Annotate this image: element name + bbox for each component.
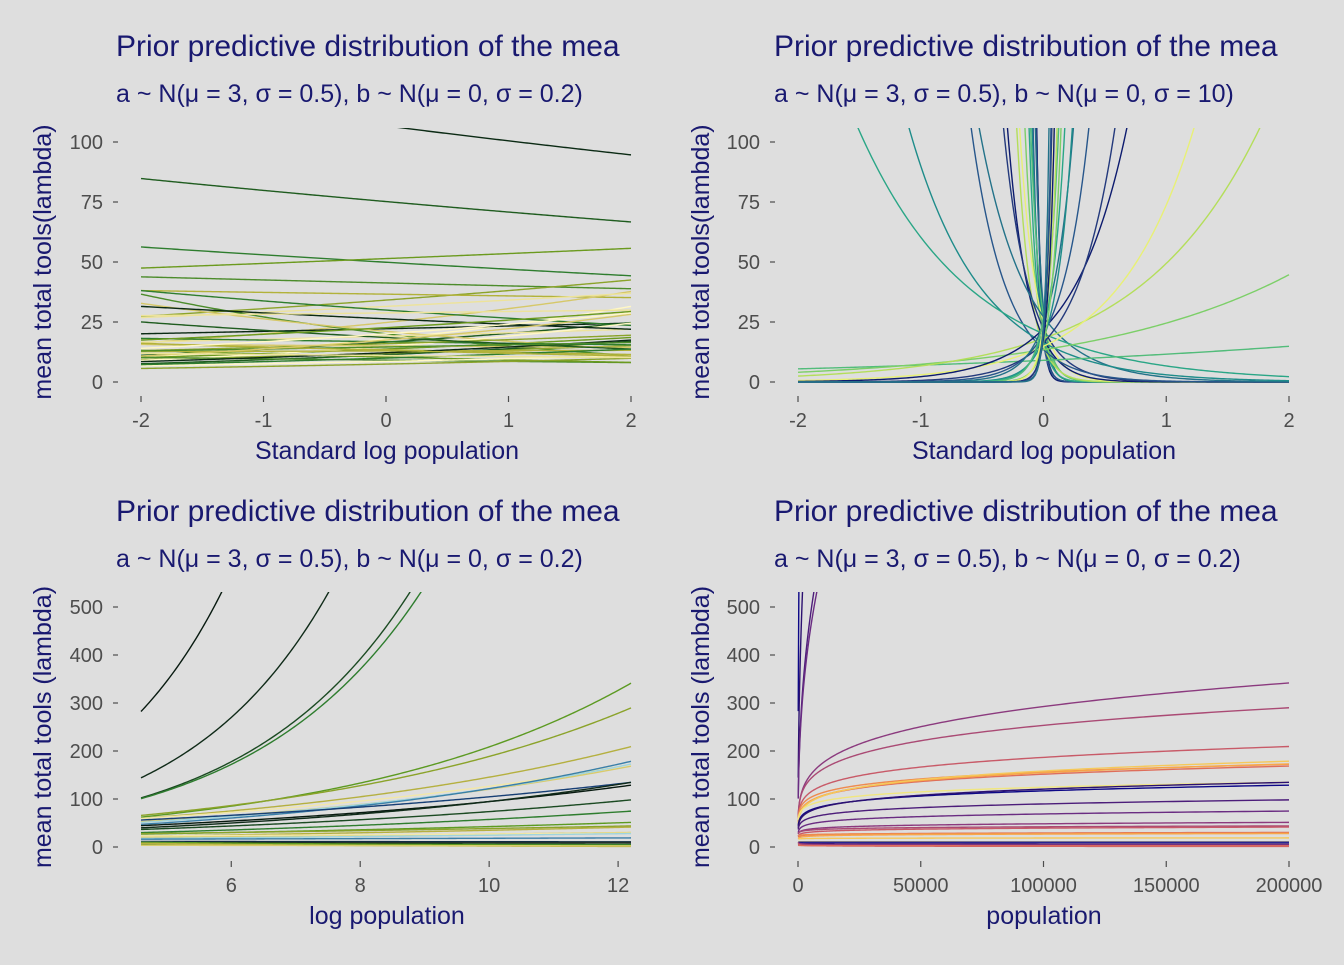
- y-tick-label: 400: [70, 645, 103, 667]
- plot-area: -2 -1 0 1 2 0 25 50 75 100: [70, 93, 637, 432]
- x-tick-label: 12: [607, 875, 629, 897]
- panel-subtitle: a ~ N(μ = 3, σ = 0.5), b ~ N(μ = 0, σ = …: [116, 80, 583, 108]
- y-tick-label: 400: [727, 645, 760, 667]
- x-tick-label: 0: [792, 875, 803, 897]
- x-tick-label: 10: [478, 875, 500, 897]
- y-axis-title: mean total tools (lambda): [29, 586, 57, 868]
- x-axis-title: log population: [309, 902, 465, 930]
- y-tick-label: 300: [70, 693, 103, 715]
- x-tick-label: 50000: [893, 875, 949, 897]
- x-tick-label: 0: [1038, 410, 1049, 432]
- x-tick-label: -1: [912, 410, 930, 432]
- y-tick-label: 300: [727, 693, 760, 715]
- x-tick-label: 150000: [1133, 875, 1200, 897]
- y-tick-label: 0: [749, 837, 760, 859]
- curves-group: [141, 93, 631, 368]
- prior-curve: [798, 838, 1289, 839]
- y-tick-label: 500: [70, 597, 103, 619]
- y-tick-label: 25: [738, 312, 760, 334]
- panel-title: Prior predictive distribution of the mea: [774, 495, 1278, 528]
- x-axis-title: Standard log population: [255, 437, 519, 465]
- panel-top-left: Prior predictive distribution of the mea…: [29, 30, 637, 465]
- y-tick-label: 25: [81, 312, 103, 334]
- panel-title: Prior predictive distribution of the mea: [774, 30, 1278, 63]
- x-tick-label: -1: [255, 410, 273, 432]
- curves-group: [141, 127, 631, 846]
- curves-group: [798, 127, 1289, 846]
- y-tick-label: 200: [70, 741, 103, 763]
- prior-curve: [141, 683, 631, 817]
- prior-curve: [798, 785, 1289, 826]
- prior-curve: [798, 761, 1289, 824]
- x-tick-label: -2: [132, 410, 150, 432]
- y-axis-title: mean total tools (lambda): [687, 586, 715, 868]
- panel-title: Prior predictive distribution of the mea: [116, 30, 620, 63]
- panel-subtitle: a ~ N(μ = 3, σ = 0.5), b ~ N(μ = 0, σ = …: [116, 545, 583, 573]
- x-tick-label: 6: [226, 875, 237, 897]
- y-tick-label: 100: [70, 132, 103, 154]
- y-tick-label: 50: [738, 252, 760, 274]
- x-tick-label: 1: [503, 410, 514, 432]
- y-tick-label: 100: [727, 132, 760, 154]
- panel-bottom-left: Prior predictive distribution of the mea…: [29, 127, 631, 930]
- y-tick-label: 75: [81, 192, 103, 214]
- x-axis-title: Standard log population: [912, 437, 1176, 465]
- y-tick-label: 500: [727, 597, 760, 619]
- prior-curve: [141, 179, 631, 222]
- x-tick-label: 2: [625, 410, 636, 432]
- x-tick-label: 100000: [1010, 875, 1077, 897]
- y-tick-label: 200: [727, 741, 760, 763]
- prior-curve: [798, 782, 1289, 827]
- panel-subtitle: a ~ N(μ = 3, σ = 0.5), b ~ N(μ = 0, σ = …: [774, 80, 1234, 108]
- y-tick-label: 75: [738, 192, 760, 214]
- prior-curve: [798, 845, 1289, 846]
- panel-top-right: Prior predictive distribution of the mea…: [687, 0, 1295, 465]
- y-tick-label: 0: [92, 837, 103, 859]
- panel-subtitle: a ~ N(μ = 3, σ = 0.5), b ~ N(μ = 0, σ = …: [774, 545, 1241, 573]
- panel-title: Prior predictive distribution of the mea: [116, 495, 620, 528]
- y-tick-label: 50: [81, 252, 103, 274]
- x-tick-label: 8: [355, 875, 366, 897]
- prior-curve: [141, 708, 631, 815]
- x-tick-label: 2: [1283, 410, 1294, 432]
- x-tick-label: 200000: [1256, 875, 1323, 897]
- panel-bottom-right: Prior predictive distribution of the mea…: [687, 127, 1322, 930]
- prior-curve: [141, 323, 631, 334]
- prior-curve: [798, 683, 1289, 817]
- y-tick-label: 100: [727, 789, 760, 811]
- y-tick-label: 0: [92, 372, 103, 394]
- x-tick-label: 1: [1161, 410, 1172, 432]
- prior-curve: [798, 747, 1289, 819]
- plot-area: -2 -1 0 1 2 0 25 50 75 100: [727, 0, 1295, 432]
- y-tick-label: 0: [749, 372, 760, 394]
- x-axis-title: population: [986, 902, 1101, 930]
- prior-curve: [141, 845, 631, 846]
- x-tick-label: -2: [789, 410, 807, 432]
- y-tick-label: 100: [70, 789, 103, 811]
- y-axis-title: mean total tools(lambda): [687, 124, 715, 399]
- x-tick-label: 0: [380, 410, 391, 432]
- y-axis-title: mean total tools(lambda): [29, 124, 57, 399]
